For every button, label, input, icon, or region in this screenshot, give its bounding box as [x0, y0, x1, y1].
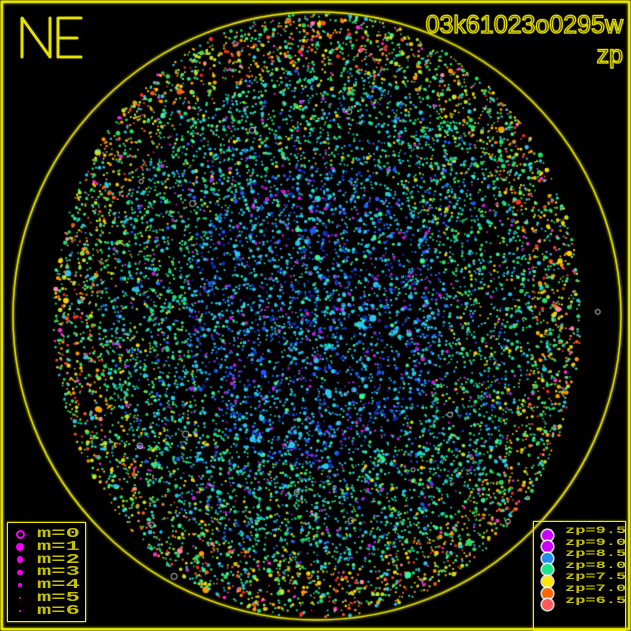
svg-text:zp: zp: [597, 41, 623, 69]
svg-text:03k61023o0295w: 03k61023o0295w: [426, 11, 624, 39]
